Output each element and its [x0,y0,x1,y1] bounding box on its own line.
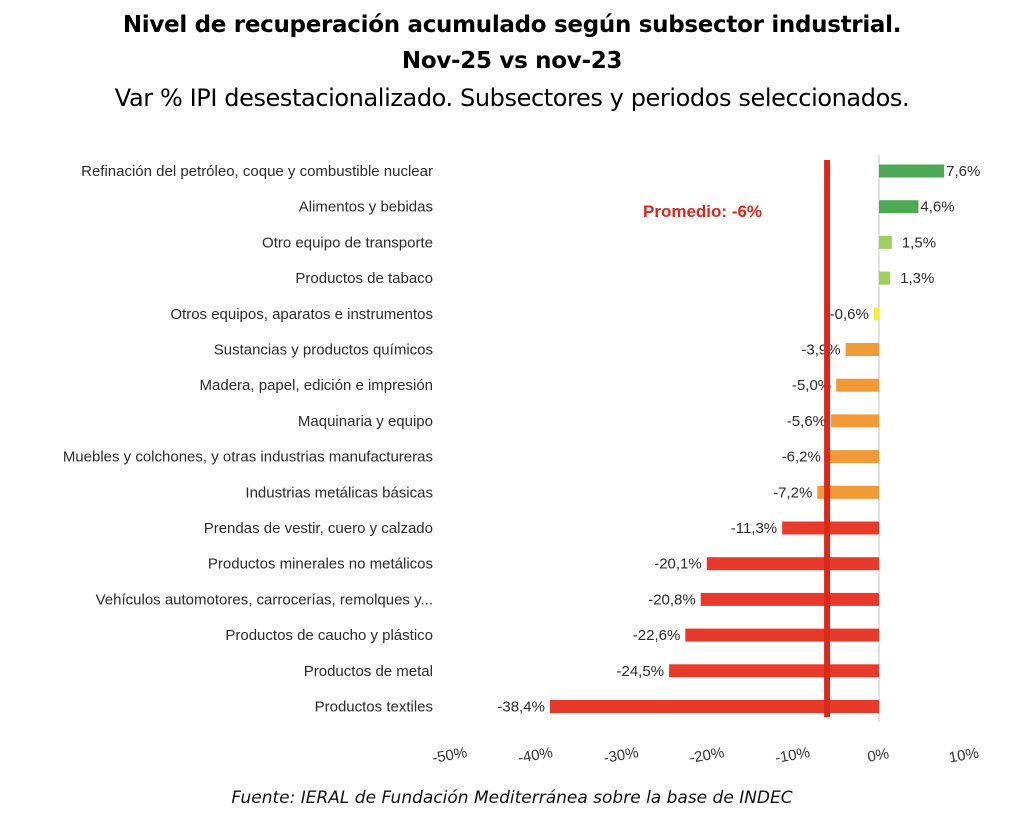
x-tick-label: -10% [774,744,811,767]
x-tick-label: 10% [948,745,981,767]
category-label: Madera, papel, edición e impresión [200,377,433,394]
category-label: Productos de tabaco [295,270,433,287]
category-label: Industrias metálicas básicas [245,484,433,501]
bar [685,628,879,642]
value-label: 7,6% [946,163,980,180]
bar [873,307,879,321]
bar [549,700,879,713]
category-label: Alimentos y bebidas [299,199,433,216]
value-label: 1,3% [900,270,934,287]
x-tick-label: -50% [431,744,468,767]
bar [879,235,892,249]
category-label: Productos de metal [304,663,433,680]
value-label: -22,6% [633,627,681,644]
bar-chart: Refinación del petróleo, coque y combust… [63,155,981,767]
category-label: Otros equipos, aparatos e instrumentos [170,306,433,323]
category-label: Maquinaria y equipo [298,413,433,430]
bar [831,414,879,428]
value-label: -7,2% [773,484,812,501]
category-label: Refinación del petróleo, coque y combust… [81,163,433,180]
value-label: 4,6% [920,199,954,216]
bar [879,200,919,214]
value-label: -24,5% [617,663,665,680]
value-label: 1,5% [902,234,936,251]
bar [836,378,879,392]
source-note: Fuente: IERAL de Fundación Mediterránea … [231,788,793,808]
value-label: -3,9% [801,342,840,359]
x-tick-label: -30% [602,744,639,767]
category-label: Sustancias y productos químicos [214,342,433,359]
chart-subtitle: Var % IPI desestacionalizado. Subsectore… [114,84,910,112]
category-label: Productos minerales no metálicos [208,556,433,573]
average-label: Promedio: -6% [643,202,762,221]
value-label: -38,4% [497,699,545,716]
value-label: -6,2% [782,449,821,466]
bar [700,592,879,606]
chart-title-line2: Nov-25 vs nov-23 [401,48,623,74]
chart-title: Nivel de recuperación acumulado según su… [122,12,902,38]
bar [817,485,879,499]
category-label: Vehículos automotores, carrocerías, remo… [96,591,433,608]
bar [879,271,891,285]
bar [825,450,879,464]
value-label: -0,6% [830,306,869,323]
bar [845,343,879,356]
x-tick-label: -40% [517,744,554,767]
bar [706,557,879,571]
value-label: -5,6% [787,413,826,430]
category-label: Muebles y colchones, y otras industrias … [63,449,433,466]
category-label: Prendas de vestir, cuero y calzado [204,520,433,537]
value-label: -11,3% [731,520,777,537]
bar [782,521,879,535]
category-label: Productos textiles [315,699,433,716]
bar [669,664,879,678]
category-label: Productos de caucho y plástico [225,627,433,644]
value-label: -20,1% [654,556,702,573]
value-label: -5,0% [792,377,831,394]
category-label: Otro equipo de transporte [262,234,433,251]
bar [879,164,945,178]
x-tick-label: -20% [688,744,725,767]
value-label: -20,8% [648,591,696,608]
x-tick-label: 0% [866,745,890,766]
